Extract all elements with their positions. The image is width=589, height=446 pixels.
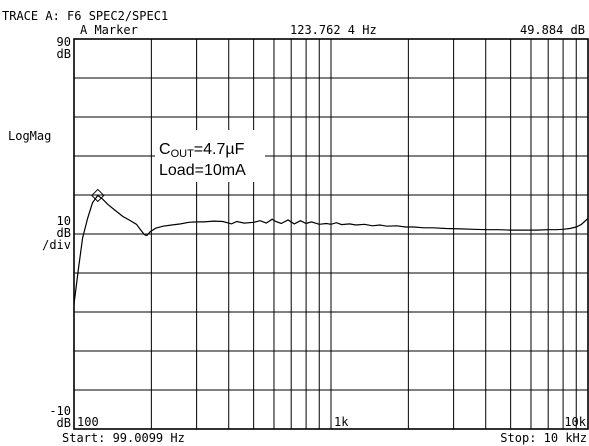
x-tick-label: 100 <box>77 415 99 429</box>
bottom-ref-value: -10 <box>49 404 71 418</box>
scale-unit: dB <box>57 226 71 240</box>
load-annotation: Load=10mA <box>159 162 246 179</box>
top-ref-unit: dB <box>57 47 71 61</box>
plot-grid <box>74 39 588 429</box>
plot-frame <box>73 38 589 430</box>
cout-annotation: COUT=4.7µF <box>159 141 245 160</box>
marker-diamond <box>91 188 105 203</box>
trace-label: TRACE A: F6 SPEC2/SPEC1 <box>2 9 168 23</box>
trace-line <box>73 194 589 305</box>
scale-value: 10 <box>57 214 71 228</box>
x-tick-label: 1k <box>334 415 349 429</box>
annotation-box <box>155 130 265 182</box>
marker-value: 49.884 dB <box>520 23 585 37</box>
marker-label: A Marker <box>80 23 138 37</box>
bottom-ref-unit: dB <box>57 416 71 430</box>
top-ref-value: 90 <box>57 35 71 49</box>
x-tick-label: 10k <box>564 415 586 429</box>
stop-frequency: Stop: 10 kHz <box>500 431 587 445</box>
scale-per-div: /div <box>42 238 71 252</box>
start-frequency: Start: 99.0099 Hz <box>62 431 185 445</box>
marker-frequency: 123.762 4 Hz <box>290 23 377 37</box>
format-label: LogMag <box>8 129 51 143</box>
x-tick-labels: 100 1k 10k <box>77 415 587 429</box>
